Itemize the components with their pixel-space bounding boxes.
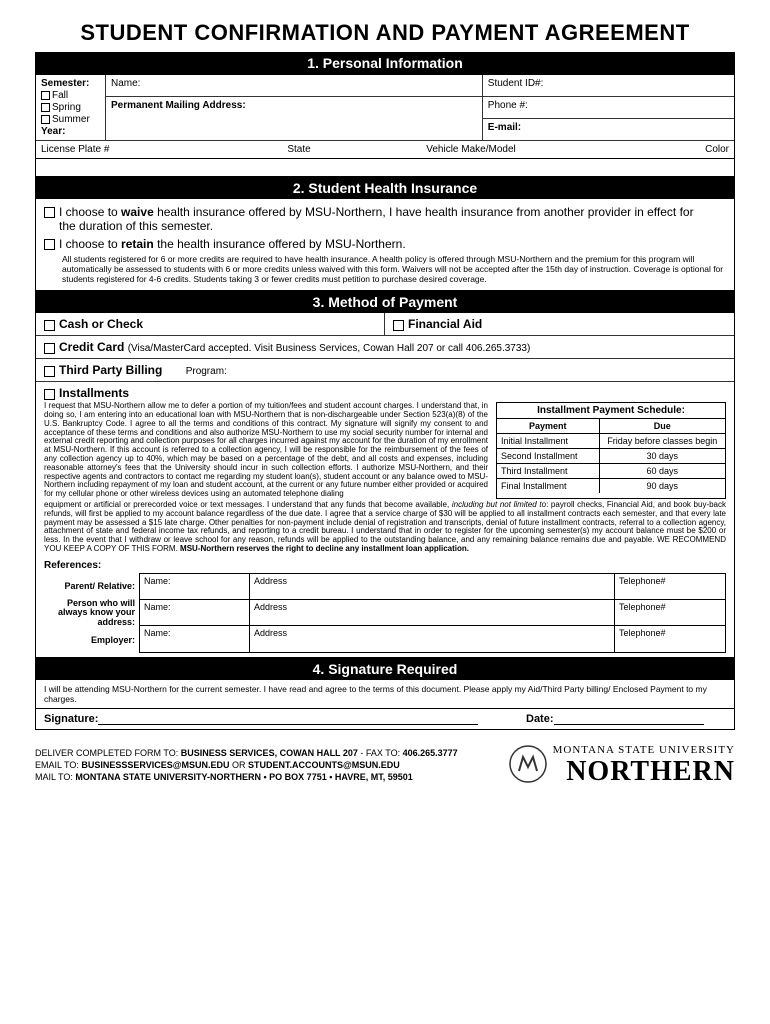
footer-line2: EMAIL TO: BUSINESSSERVICES@MSUN.EDU OR S… (35, 760, 485, 772)
footer: DELIVER COMPLETED FORM TO: BUSINESS SERV… (35, 744, 735, 788)
ref-parent-label: Parent/ Relative: (44, 573, 139, 599)
ref-person-label: Person who will always know your address… (44, 599, 139, 627)
ref-name-field[interactable]: Name: (140, 626, 250, 652)
phone-field[interactable]: Phone #: (483, 97, 734, 119)
fall-label: Fall (52, 90, 68, 101)
cash-label: Cash or Check (59, 317, 143, 331)
fall-checkbox[interactable] (41, 91, 50, 100)
finaid-label: Financial Aid (408, 317, 482, 331)
schedule-row: Initial Installment (497, 434, 600, 448)
schedule-row: 60 days (600, 464, 725, 478)
ref-tel-field[interactable]: Telephone# (615, 574, 725, 599)
schedule-h-payment: Payment (497, 419, 600, 433)
license-field[interactable]: License Plate # (41, 144, 213, 155)
health-fine-print: All students registered for 6 or more cr… (62, 255, 726, 284)
spacer (35, 159, 735, 177)
spring-label: Spring (52, 102, 81, 113)
waive-checkbox[interactable] (44, 207, 55, 218)
ref-tel-field[interactable]: Telephone# (615, 626, 725, 652)
schedule-row: Third Installment (497, 464, 600, 478)
retain-text: I choose to retain the health insurance … (59, 237, 699, 251)
credit-checkbox[interactable] (44, 343, 55, 354)
date-field[interactable]: Date: (526, 713, 726, 725)
year-label: Year: (41, 126, 100, 137)
schedule-row: 90 days (600, 479, 725, 493)
form-title: STUDENT CONFIRMATION AND PAYMENT AGREEME… (35, 20, 735, 46)
thirdparty-checkbox[interactable] (44, 366, 55, 377)
state-field[interactable]: State (213, 144, 385, 155)
ref-tel-field[interactable]: Telephone# (615, 600, 725, 625)
waive-text: I choose to waive health insurance offer… (59, 205, 699, 233)
summer-label: Summer (52, 114, 90, 125)
footer-line1: DELIVER COMPLETED FORM TO: BUSINESS SERV… (35, 748, 485, 760)
university-logo: MONTANA STATE UNIVERSITY NORTHERN (485, 744, 735, 788)
student-id-field[interactable]: Student ID#: (483, 75, 734, 96)
installments-text-1: I request that MSU-Northern allow me to … (44, 402, 488, 499)
references-label: References: (44, 560, 726, 571)
schedule-title: Installment Payment Schedule: (497, 403, 725, 419)
ref-name-field[interactable]: Name: (140, 574, 250, 599)
footer-line3: MAIL TO: MONTANA STATE UNIVERSITY-NORTHE… (35, 772, 485, 784)
schedule-row: Second Installment (497, 449, 600, 463)
program-label: Program: (186, 366, 227, 377)
logo-icon (509, 745, 547, 786)
vehicle-field[interactable]: Vehicle Make/Model (385, 144, 557, 155)
payment-box: Cash or Check Financial Aid Credit Card … (35, 313, 735, 658)
schedule-row: 30 days (600, 449, 725, 463)
summer-checkbox[interactable] (41, 115, 50, 124)
credit-label: Credit Card (59, 340, 124, 354)
installments-checkbox[interactable] (44, 389, 55, 400)
logo-bottom-text: NORTHERN (553, 756, 735, 788)
section-signature-header: 4. Signature Required (35, 658, 735, 680)
ref-addr-field[interactable]: Address (250, 574, 615, 599)
address-field[interactable]: Permanent Mailing Address: (106, 97, 483, 140)
color-field[interactable]: Color (557, 144, 729, 155)
section-personal-header: 1. Personal Information (35, 52, 735, 74)
cash-checkbox[interactable] (44, 320, 55, 331)
schedule-row: Final Installment (497, 479, 600, 493)
section-payment-header: 3. Method of Payment (35, 291, 735, 313)
schedule-h-due: Due (600, 419, 725, 433)
ref-name-field[interactable]: Name: (140, 600, 250, 625)
signature-text: I will be attending MSU-Northern for the… (35, 680, 735, 709)
ref-employer-label: Employer: (44, 627, 139, 653)
spring-checkbox[interactable] (41, 103, 50, 112)
semester-label: Semester: (41, 78, 100, 89)
ref-addr-field[interactable]: Address (250, 600, 615, 625)
ref-addr-field[interactable]: Address (250, 626, 615, 652)
retain-checkbox[interactable] (44, 239, 55, 250)
name-field[interactable]: Name: (106, 75, 483, 96)
thirdparty-label: Third Party Billing (59, 363, 162, 377)
schedule-row: Friday before classes begin (600, 434, 725, 448)
email-field[interactable]: E-mail: (483, 119, 734, 140)
finaid-checkbox[interactable] (393, 320, 404, 331)
personal-info-box: Semester: Fall Spring Summer Year: Name:… (35, 74, 735, 159)
health-box: I choose to waive health insurance offer… (35, 199, 735, 291)
schedule-table: Installment Payment Schedule: Payment Du… (496, 402, 726, 499)
logo-top-text: MONTANA STATE UNIVERSITY (553, 744, 735, 756)
installments-label: Installments (59, 386, 129, 400)
signature-field[interactable]: Signature: (44, 713, 526, 725)
section-health-header: 2. Student Health Insurance (35, 177, 735, 199)
credit-sub: (Visa/MasterCard accepted. Visit Busines… (128, 343, 531, 354)
installments-text-2: equipment or artificial or prerecorded v… (44, 501, 726, 554)
